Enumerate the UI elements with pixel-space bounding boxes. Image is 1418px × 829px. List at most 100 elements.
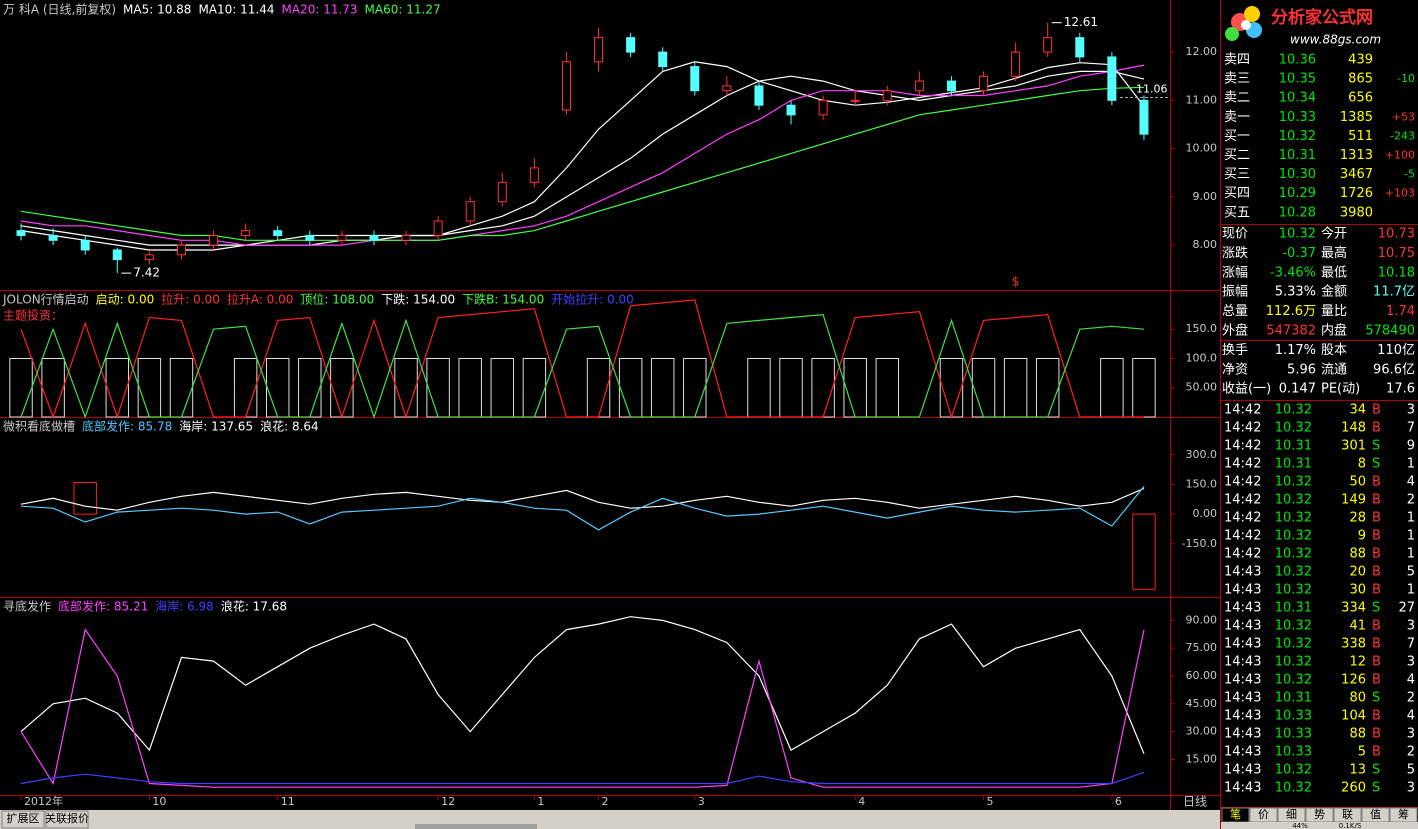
- trade-volume: 260: [1341, 781, 1366, 796]
- trade-volume: 28: [1349, 511, 1366, 526]
- quote-value: 112.6万: [1266, 304, 1316, 319]
- trade-count: 9: [1407, 439, 1415, 454]
- line: [20, 487, 1145, 511]
- trade-time: 14:42: [1224, 511, 1261, 526]
- quote-value: -0.37: [1282, 246, 1316, 261]
- panel-title: MA5: 10.88: [123, 3, 191, 17]
- y-tick-label: 15.00: [1186, 752, 1218, 765]
- candle-body: [658, 51, 668, 68]
- trade-side: B: [1372, 565, 1381, 580]
- trade-volume: 34: [1349, 403, 1366, 418]
- ob-volume: 1313: [1340, 148, 1373, 163]
- candle-body: [914, 80, 924, 92]
- trade-count: 1: [1407, 511, 1415, 526]
- quote-value: 0.147: [1279, 382, 1316, 397]
- line: [20, 61, 1145, 251]
- ob-label: 买一: [1224, 129, 1250, 144]
- ob-volume: 865: [1348, 72, 1373, 87]
- candle-body: [594, 37, 604, 63]
- trade-volume: 50: [1349, 475, 1366, 490]
- y-tick-label: 150.0: [1186, 322, 1218, 335]
- trade-time: 14:42: [1224, 403, 1261, 418]
- panel-title: 拉升: 0.00: [161, 292, 220, 307]
- trade-price: 10.32: [1275, 511, 1312, 526]
- trade-side: B: [1372, 673, 1381, 688]
- trade-side: B: [1372, 637, 1381, 652]
- trade-side: B: [1372, 619, 1381, 634]
- ob-label: 买五: [1224, 205, 1250, 220]
- trade-volume: 5: [1358, 745, 1366, 760]
- trade-volume: 301: [1341, 439, 1366, 454]
- tab[interactable]: [1, 810, 45, 829]
- trade-time: 14:43: [1224, 745, 1261, 760]
- ob-label: 卖四: [1224, 53, 1250, 68]
- trade-time: 14:43: [1224, 709, 1261, 724]
- ob-volume: 3467: [1340, 167, 1373, 182]
- candle-body: [80, 239, 90, 251]
- quote-value: 1.17%: [1275, 343, 1316, 358]
- trade-volume: 334: [1341, 601, 1366, 616]
- y-tick-label: 75.00: [1186, 641, 1218, 654]
- candle-body: [1043, 37, 1053, 53]
- line: [20, 64, 1145, 246]
- trade-time: 14:43: [1224, 637, 1261, 652]
- annotation: 12.61: [1064, 15, 1098, 29]
- trade-side: B: [1372, 709, 1381, 724]
- trade-side: B: [1372, 493, 1381, 508]
- trade-price: 10.31: [1275, 439, 1312, 454]
- panel-title: MA20: 11.73: [282, 3, 358, 17]
- trade-volume: 30: [1349, 583, 1366, 598]
- trade-time: 14:43: [1224, 781, 1261, 796]
- ob-price: 10.34: [1279, 91, 1316, 106]
- trade-volume: 41: [1349, 619, 1366, 634]
- quote-value: 110亿: [1377, 343, 1415, 358]
- tab-label: 关联报价: [45, 811, 89, 825]
- logo-petal: [1244, 6, 1260, 22]
- tab[interactable]: [45, 810, 89, 829]
- candle-body: [305, 234, 315, 241]
- trade-side: B: [1372, 475, 1381, 490]
- trade-count: 1: [1407, 547, 1415, 562]
- last-price-label: 11.06: [1136, 82, 1168, 95]
- ob-volume: 511: [1348, 129, 1373, 144]
- y-tick-label: 150.0: [1186, 477, 1218, 490]
- trade-side: B: [1372, 403, 1381, 418]
- bottom-bar: [0, 810, 1220, 829]
- trade-price: 10.32: [1275, 403, 1312, 418]
- panel-title: 万 科A (日线,前复权): [3, 2, 116, 17]
- trade-time: 14:43: [1224, 763, 1261, 778]
- ob-label: 卖二: [1224, 91, 1250, 106]
- candle-body: [850, 99, 860, 102]
- trade-time: 14:43: [1224, 583, 1261, 598]
- quote-value: -3.46%: [1270, 265, 1316, 280]
- side-tab-label: 值: [1370, 808, 1381, 821]
- trade-price: 10.33: [1275, 727, 1312, 742]
- panel-title: JOLON行情启动: [2, 293, 89, 307]
- candle-body: [369, 234, 379, 241]
- trade-side: S: [1372, 457, 1380, 472]
- candle-body: [241, 230, 251, 236]
- y-tick-label: 45.00: [1186, 697, 1218, 710]
- scrollbar: [415, 824, 537, 829]
- quote-label: 内盘: [1321, 323, 1347, 339]
- ob-price: 10.36: [1279, 53, 1316, 68]
- trade-side: B: [1372, 547, 1381, 562]
- quote-value: 10.75: [1378, 246, 1415, 261]
- ob-change: +53: [1392, 110, 1415, 123]
- y-tick-label: 10.00: [1186, 142, 1218, 155]
- candle-body: [979, 75, 989, 92]
- candle-body: [497, 181, 507, 203]
- quote-value: 578490: [1365, 324, 1415, 339]
- y-tick-label: 100.0: [1186, 351, 1218, 364]
- quote-value: 5.33%: [1275, 285, 1316, 300]
- ob-price: 10.33: [1279, 110, 1316, 125]
- quote-label: 金额: [1321, 284, 1347, 300]
- trade-count: 4: [1407, 475, 1415, 490]
- candle-body: [722, 85, 732, 92]
- ob-volume: 656: [1348, 91, 1373, 106]
- trade-side: B: [1372, 745, 1381, 760]
- trade-volume: 149: [1341, 493, 1366, 508]
- line: [20, 70, 1145, 246]
- candle-body: [1107, 56, 1117, 101]
